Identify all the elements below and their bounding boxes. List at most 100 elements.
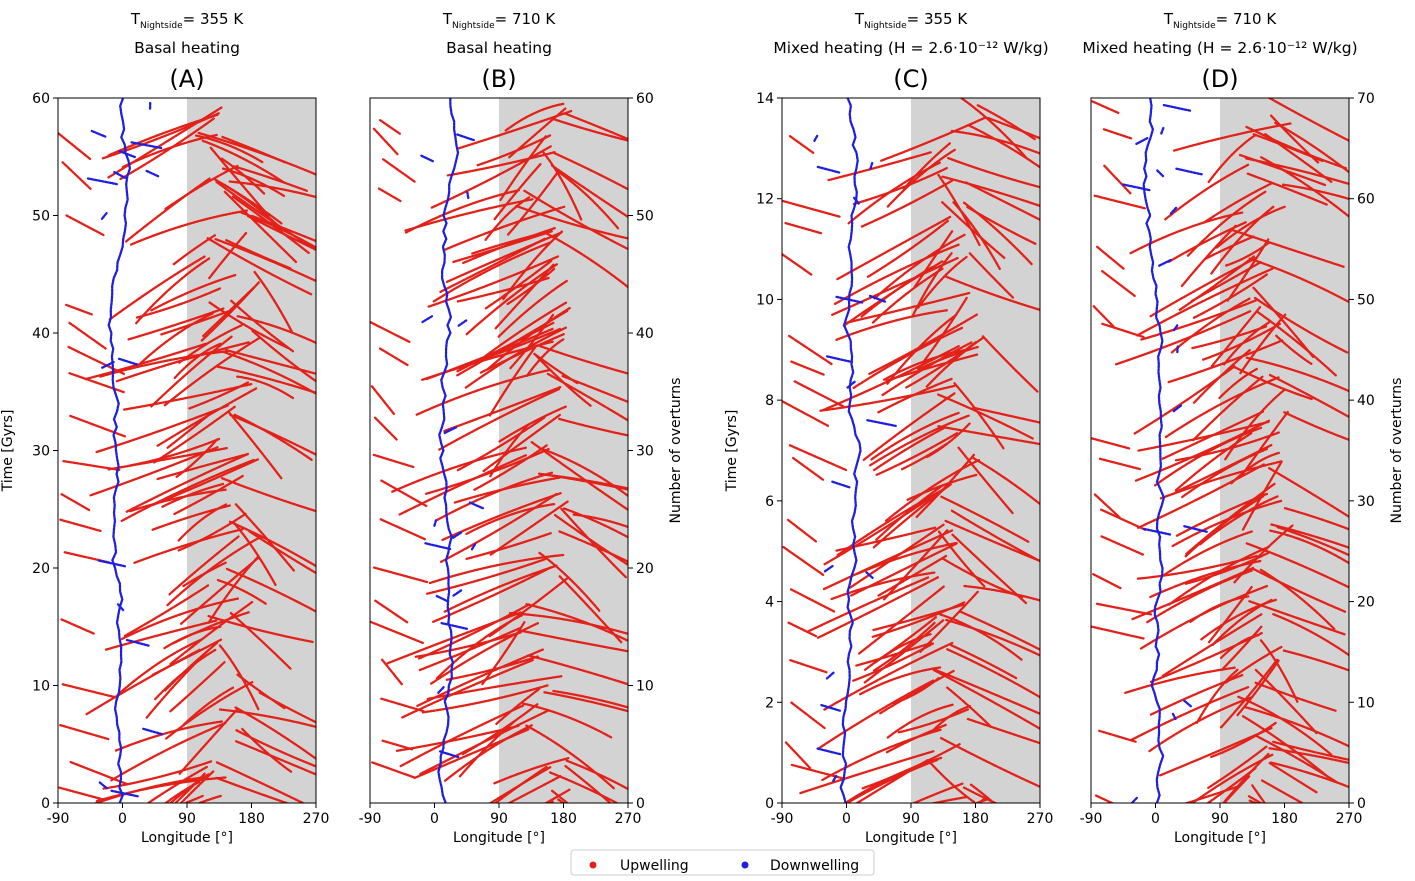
downwelling-track: [1161, 128, 1163, 134]
y-tick-label: 0: [41, 796, 50, 812]
x-axis-label: Longitude [°]: [453, 830, 545, 846]
upwelling-track: [66, 305, 92, 315]
upwelling-track: [784, 547, 824, 575]
upwelling-track: [60, 788, 105, 800]
upwelling-track: [790, 445, 846, 470]
downwelling-track: [827, 356, 852, 362]
downwelling-track: [438, 687, 443, 693]
panel-subtitle: Basal heating: [134, 39, 240, 57]
downwelling-track: [1184, 701, 1191, 707]
panel-letter: (C): [893, 65, 928, 93]
downwelling-track: [421, 156, 433, 162]
upwelling-track: [60, 520, 101, 531]
upwelling-track: [1102, 271, 1135, 296]
upwelling-track: [1102, 536, 1143, 554]
y2-tick-label: 0: [1357, 796, 1366, 812]
panel-title: TNightside= 710 K: [442, 10, 557, 31]
upwelling-track: [782, 254, 812, 275]
downwelling-track: [119, 359, 137, 365]
panel-title: TNightside= 355 K: [854, 10, 969, 31]
downwelling-track: [818, 749, 841, 755]
upwelling-track: [793, 458, 823, 480]
upwelling-track: [786, 223, 822, 233]
upwelling-track: [791, 703, 825, 729]
y2-tick-label: 20: [1357, 595, 1375, 611]
upwelling-track: [372, 762, 415, 778]
downwelling-track: [1136, 138, 1147, 144]
upwelling-track: [374, 129, 397, 154]
y-tick-label: 2: [765, 695, 774, 711]
upwelling-track: [510, 802, 552, 834]
x-tick-label: 0: [1151, 811, 1160, 827]
downwelling-track: [457, 135, 474, 141]
y-tick-label: 30: [32, 444, 50, 460]
x-tick-label: 180: [238, 811, 265, 827]
upwelling-track: [375, 418, 397, 440]
panel-letter: (A): [169, 65, 204, 93]
x-axis-label: Longitude [°]: [1174, 830, 1266, 846]
upwelling-track: [783, 201, 839, 217]
downwelling-track: [827, 673, 834, 679]
downwelling-track: [114, 172, 125, 178]
upwelling-track: [70, 323, 106, 349]
y2-tick-label: 30: [636, 444, 654, 460]
y2-tick-label: 70: [1357, 91, 1375, 107]
downwelling-track: [1157, 171, 1163, 177]
y-tick-label: 10: [32, 679, 50, 695]
upwelling-track: [1097, 247, 1123, 269]
downwelling-track: [440, 751, 458, 757]
y2-tick-label: 60: [1357, 192, 1375, 208]
downwelling-track: [425, 543, 450, 549]
x-tick-label: 0: [118, 811, 127, 827]
upwelling-track: [1099, 731, 1136, 742]
y-tick-label: 4: [765, 595, 774, 611]
x-tick-label: 90: [490, 811, 508, 827]
upwelling-track: [67, 216, 105, 236]
downwelling-series: [1123, 98, 1206, 804]
y-tick-label: 60: [32, 91, 50, 107]
upwelling-track: [375, 601, 407, 623]
downwelling-track: [1164, 105, 1190, 111]
panel-subtitle: Mixed heating (H = 2.6·10⁻¹² W/kg): [1082, 39, 1357, 57]
upwelling-track: [381, 519, 425, 539]
x-tick-label: 0: [430, 811, 439, 827]
y2-axis-label: Number of overturns: [668, 378, 684, 524]
panel-4: TNightside= 710 K Mixed heating (H = 2.6·…: [1080, 10, 1413, 866]
x-tick-label: 90: [1211, 811, 1229, 827]
x-tick-label: 270: [1336, 811, 1363, 827]
legend-marker-upwelling: [590, 862, 597, 869]
downwelling-track: [832, 482, 849, 488]
downwelling-track: [100, 783, 107, 789]
panel-letter: (B): [481, 65, 516, 93]
x-tick-label: 90: [902, 811, 920, 827]
downwelling-track: [467, 192, 468, 198]
upwelling-track: [1092, 438, 1130, 448]
upwelling-track: [1093, 574, 1120, 588]
upwelling-track: [791, 589, 834, 611]
upwelling-track: [371, 322, 410, 342]
downwelling-track: [1144, 98, 1164, 803]
y-tick-label: 14: [756, 91, 774, 107]
x-tick-label: 270: [615, 811, 642, 827]
upwelling-track: [58, 133, 90, 159]
upwelling-track: [1095, 196, 1146, 209]
panel-title: TNightside= 710 K: [1163, 10, 1278, 31]
y-tick-label: 12: [756, 192, 774, 208]
upwelling-track: [789, 336, 831, 364]
upwelling-track: [382, 660, 402, 685]
upwelling-track: [788, 520, 816, 542]
downwelling-track: [458, 321, 466, 327]
downwelling-track: [434, 520, 436, 526]
downwelling-track: [437, 596, 449, 602]
y-tick-label: 20: [32, 561, 50, 577]
y-tick-label: 0: [765, 796, 774, 812]
downwelling-track: [442, 623, 467, 629]
y-axis-label: Time [Gyrs]: [0, 410, 16, 493]
x-tick-label: 0: [842, 811, 851, 827]
upwelling-track: [786, 743, 810, 769]
x-tick-label: 270: [303, 811, 330, 827]
